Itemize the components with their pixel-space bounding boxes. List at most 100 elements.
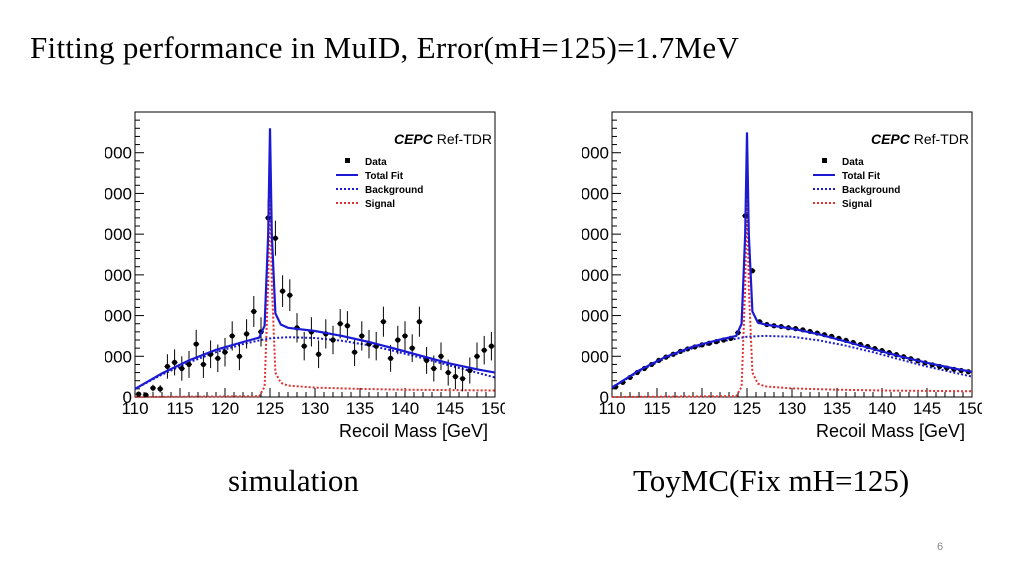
plot-frame [611, 111, 973, 398]
y-tick-label: 10000 [105, 347, 132, 366]
x-tick-label: 120 [688, 399, 716, 418]
y-tick-label: 40000 [105, 225, 132, 244]
slide-title: Fitting performance in MuID, Error(mH=12… [30, 30, 740, 65]
y-tick-label: 60000 [105, 144, 132, 163]
chart-caption-toymc: ToyMC(Fix mH=125) [633, 463, 910, 498]
x-tick-label: 145 [913, 399, 941, 418]
data-point [229, 333, 235, 339]
data-point [337, 321, 343, 327]
x-tick-label: 135 [346, 399, 374, 418]
data-point [136, 391, 142, 397]
data-point [200, 361, 206, 368]
data-point [416, 319, 422, 325]
brand-label: CEPC Ref-TDR [871, 131, 969, 147]
data-point [467, 367, 473, 374]
x-tick-label: 135 [823, 399, 851, 418]
x-tick-label: 125 [256, 399, 284, 418]
legend-label: Total Fit [842, 171, 881, 182]
brand-bold: CEPC [871, 131, 911, 147]
data-point [287, 292, 293, 298]
y-tick-label: 0 [600, 388, 609, 407]
legend-marker-data [822, 158, 827, 163]
x-tick-label: 145 [436, 399, 464, 418]
y-tick-label: 0 [123, 388, 132, 407]
x-tick-label: 150 [481, 399, 505, 418]
data-point [452, 374, 458, 380]
data-point [316, 351, 322, 357]
data-point [222, 349, 228, 355]
chart-caption-simulation: simulation [228, 463, 359, 498]
legend-label: Data [365, 157, 387, 168]
y-tick-label: 10000 [582, 347, 609, 366]
x-axis-label: Recoil Mass [GeV] [339, 421, 488, 441]
data-point [359, 333, 365, 339]
data-point [352, 349, 358, 355]
data-point [301, 343, 307, 349]
signal-curve [134, 185, 496, 398]
x-tick-label: 150 [958, 399, 982, 418]
x-tick-label: 110 [598, 399, 625, 418]
data-point [344, 323, 350, 329]
y-tick-label: 30000 [105, 266, 132, 285]
y-tick-label: 60000 [582, 144, 609, 163]
data-point [236, 353, 242, 359]
x-tick-label: 120 [211, 399, 239, 418]
data-point [388, 355, 394, 361]
data-point [150, 385, 156, 391]
legend-label: Signal [365, 199, 395, 210]
brand-bold: CEPC [394, 131, 434, 147]
legend-label: Background [365, 185, 423, 196]
legend-label: Data [842, 157, 864, 168]
legend-label: Signal [842, 199, 872, 210]
data-point [409, 345, 415, 351]
data-point [272, 235, 278, 241]
data-point [186, 361, 192, 368]
data-point [438, 353, 444, 359]
chart-svg: 110 115 120 125 130 135 140 145 150 0 10000 20000 30… [105, 111, 505, 441]
data-point [143, 392, 149, 398]
x-axis-label: Recoil Mass [GeV] [816, 421, 965, 441]
data-point [380, 319, 386, 325]
x-tick-label: 140 [868, 399, 896, 418]
data-point [424, 357, 430, 363]
legend-label: Background [842, 185, 900, 196]
data-point [244, 331, 250, 337]
x-tick-label: 115 [643, 399, 670, 418]
chart-toymc: 110 115 120 125 130 135 140 145 150 0 10000 20000 30… [582, 90, 982, 450]
y-tick-label: 40000 [582, 225, 609, 244]
x-tick-label: 125 [733, 399, 761, 418]
y-tick-label: 20000 [582, 307, 609, 326]
x-tick-label: 115 [166, 399, 193, 418]
signal-curve [611, 193, 973, 398]
data-point [251, 308, 257, 315]
data-point [330, 337, 336, 343]
brand-rest: Ref-TDR [910, 131, 969, 147]
x-tick-label: 110 [121, 399, 148, 418]
data-point [481, 347, 487, 353]
brand-label: CEPC Ref-TDR [394, 131, 492, 147]
data-point [460, 376, 466, 382]
chart-svg: 110 115 120 125 130 135 140 145 150 0 10000 20000 30… [582, 111, 982, 441]
x-tick-label: 140 [391, 399, 419, 418]
chart-simulation: 110 115 120 125 130 135 140 145 150 0 10000 20000 30… [105, 90, 505, 450]
data-point [488, 343, 494, 349]
total-fit-curve [611, 132, 973, 389]
data-point [395, 337, 401, 343]
data-point [474, 353, 480, 359]
data-point [280, 288, 286, 294]
data-point [445, 369, 451, 376]
background-curve [134, 336, 496, 390]
legend-marker-data [345, 158, 350, 163]
data-point [164, 363, 170, 370]
total-fit-curve [134, 128, 496, 390]
y-tick-label: 30000 [582, 266, 609, 285]
x-tick-label: 130 [301, 399, 329, 418]
legend-label: Total Fit [365, 171, 404, 182]
data-point [179, 365, 185, 372]
data-point [157, 386, 163, 392]
data-point [215, 355, 221, 361]
brand-rest: Ref-TDR [433, 131, 492, 147]
data-point [193, 341, 199, 347]
